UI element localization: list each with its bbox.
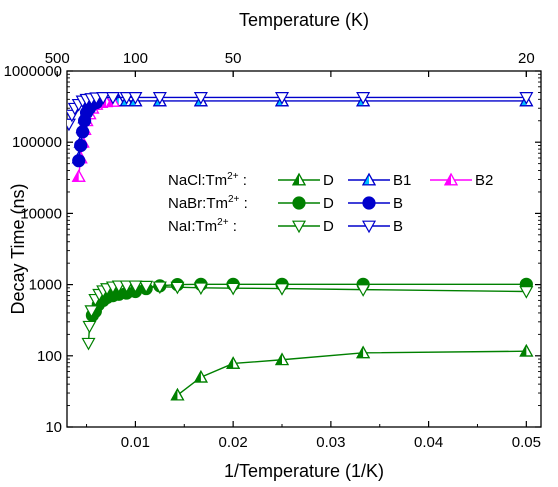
x-axis-title: 1/Temperature (1/K) bbox=[224, 461, 384, 481]
data-point bbox=[128, 93, 143, 107]
data-point bbox=[82, 320, 97, 334]
y-tick-label: 1000 bbox=[29, 277, 62, 294]
series-layer bbox=[67, 92, 534, 401]
x2-tick-label: 100 bbox=[123, 50, 148, 67]
legend: NaCl:Tm2+ : NaBr:Tm2+ : NaI:Tm2+ : D B1 B2 D B D… bbox=[168, 171, 493, 235]
plot-frame bbox=[66, 70, 542, 428]
legend-marker bbox=[361, 220, 377, 234]
legend-entry: D bbox=[278, 172, 334, 189]
data-point bbox=[74, 138, 88, 153]
series-B1-row0 bbox=[71, 93, 534, 164]
data-point bbox=[67, 118, 76, 132]
legend-entry-label: B2 bbox=[475, 172, 493, 189]
legend-marker bbox=[291, 172, 307, 186]
data-point bbox=[274, 352, 290, 366]
data-point bbox=[519, 286, 534, 299]
axis-ticks: 0.01 0.02 0.03 0.04 0.05 500 100 50 20 10 100 1000 1… bbox=[4, 50, 541, 451]
data-point bbox=[519, 92, 534, 105]
legend-entry: B1 bbox=[348, 172, 411, 189]
series-line bbox=[87, 285, 527, 344]
legend-entry-label: D bbox=[323, 172, 334, 189]
x-tick-label: 0.01 bbox=[121, 434, 150, 451]
legend-row-label: NaI:Tm2+ : bbox=[168, 217, 237, 235]
data-point bbox=[81, 337, 96, 351]
data-point bbox=[119, 92, 134, 105]
x-tick-label: 0.05 bbox=[512, 434, 541, 451]
data-point bbox=[193, 282, 208, 296]
legend-entry: B2 bbox=[430, 172, 493, 189]
legend-entry-label: B bbox=[393, 218, 403, 235]
data-point bbox=[119, 280, 134, 294]
data-point bbox=[76, 125, 90, 139]
legend-row-label: NaBr:Tm2+ : bbox=[168, 194, 248, 212]
series-D-row2 bbox=[81, 280, 534, 351]
x2-tick-label: 500 bbox=[45, 50, 70, 67]
y-axis-title: Decay Time (ns) bbox=[8, 183, 28, 314]
data-point bbox=[519, 343, 534, 357]
data-point bbox=[226, 282, 241, 296]
legend-entry-label: B bbox=[393, 195, 403, 212]
legend-entry-label: D bbox=[323, 218, 334, 235]
data-point bbox=[71, 169, 86, 182]
data-point bbox=[193, 369, 208, 383]
legend-row-label: NaCl:Tm2+ : bbox=[168, 171, 247, 189]
series-B-row2 bbox=[67, 92, 534, 132]
x-tick-label: 0.03 bbox=[316, 434, 345, 451]
legend-marker bbox=[443, 172, 459, 186]
data-point bbox=[139, 280, 154, 294]
legend-entry: B bbox=[348, 195, 403, 212]
series-D-row1 bbox=[85, 277, 533, 322]
y-tick-label: 100000 bbox=[12, 134, 62, 151]
top-axis-title: Temperature (K) bbox=[239, 10, 369, 30]
legend-marker bbox=[292, 196, 306, 210]
legend-entry-label: B1 bbox=[393, 172, 411, 189]
data-point bbox=[128, 280, 143, 294]
series-D-row0 bbox=[170, 343, 534, 401]
data-point bbox=[274, 92, 290, 105]
legend-marker bbox=[362, 196, 376, 210]
legend-entry: D bbox=[278, 218, 334, 235]
series-line bbox=[177, 350, 527, 396]
x-tick-label: 0.04 bbox=[414, 434, 443, 451]
data-point bbox=[226, 356, 241, 369]
legend-entry: D bbox=[278, 195, 334, 212]
legend-entry: B bbox=[348, 218, 403, 235]
data-point bbox=[105, 92, 120, 105]
data-point bbox=[84, 305, 99, 318]
data-point bbox=[274, 283, 290, 296]
data-point bbox=[356, 92, 371, 105]
series-line bbox=[78, 100, 527, 159]
data-point bbox=[128, 92, 143, 105]
data-point bbox=[170, 387, 185, 401]
x2-tick-label: 20 bbox=[518, 50, 535, 67]
y-tick-label: 100 bbox=[37, 348, 62, 365]
y-tick-label: 10000 bbox=[20, 205, 62, 222]
data-point bbox=[152, 92, 167, 105]
legend-marker bbox=[361, 172, 377, 186]
legend-entry-label: D bbox=[323, 195, 334, 212]
data-point bbox=[72, 154, 86, 168]
x2-tick-label: 50 bbox=[225, 50, 242, 67]
y-tick-label: 1000000 bbox=[4, 63, 62, 80]
x-tick-label: 0.02 bbox=[219, 434, 248, 451]
y-tick-label: 10 bbox=[45, 419, 62, 436]
data-point bbox=[152, 281, 167, 295]
data-point bbox=[356, 345, 371, 359]
legend-marker bbox=[291, 220, 307, 234]
data-point bbox=[96, 92, 111, 105]
data-point bbox=[170, 281, 185, 295]
data-point bbox=[193, 92, 208, 105]
data-point bbox=[356, 284, 371, 297]
